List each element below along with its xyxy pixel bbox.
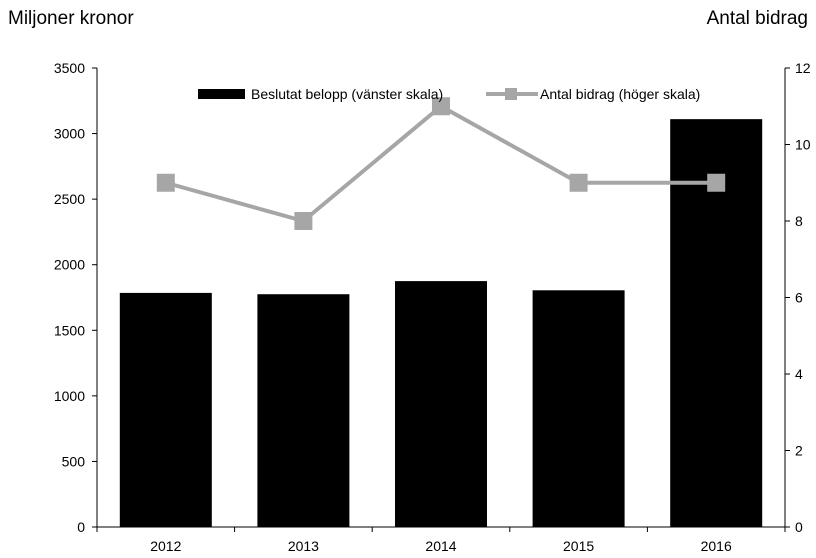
legend-line-marker	[505, 88, 517, 100]
left-tick-label: 3500	[54, 60, 85, 76]
legend-bar-label: Beslutat belopp (vänster skala)	[251, 86, 443, 102]
bar	[395, 281, 487, 527]
line-point	[294, 212, 313, 230]
x-tick-label: 2012	[150, 538, 181, 554]
line-point	[432, 97, 450, 116]
left-tick-label: 1000	[54, 388, 85, 404]
left-tick-label: 1500	[54, 322, 85, 338]
x-tick-label: 2015	[563, 538, 594, 554]
left-tick-label: 3000	[54, 126, 85, 142]
right-tick-label: 6	[795, 290, 803, 306]
line-series	[156, 97, 726, 230]
right-tick-label: 4	[795, 366, 803, 382]
right-tick-label: 2	[795, 443, 803, 459]
right-tick-label: 10	[795, 137, 811, 153]
series-line	[165, 104, 717, 223]
bar-series	[119, 119, 763, 527]
line-point	[707, 173, 726, 192]
left-tick-label: 2000	[54, 257, 85, 273]
line-point	[156, 173, 175, 192]
bar	[119, 292, 212, 527]
right-tick-label: 8	[795, 213, 803, 229]
legend-line-label: Antal bidrag (höger skala)	[540, 86, 700, 102]
left-tick-label: 2500	[54, 191, 85, 207]
tick-labels: 0 500 1000 1500 2000 2500 3000 3500 0 2 4 6 8 10 12 201…	[54, 60, 811, 554]
legend-bar-swatch	[198, 89, 245, 99]
left-tick-label: 0	[77, 519, 85, 535]
chart-legend: Beslutat belopp (vänster skala) Antal bid…	[198, 86, 700, 102]
x-tick-label: 2013	[288, 538, 319, 554]
bar	[532, 290, 625, 527]
right-tick-label: 12	[795, 60, 811, 76]
x-tick-label: 2014	[425, 538, 456, 554]
right-tick-label: 0	[795, 519, 803, 535]
x-tick-label: 2016	[701, 538, 732, 554]
right-axis-unit-label: Antal bidrag	[706, 8, 808, 29]
bar	[257, 294, 350, 527]
left-axis-unit-label: Miljoner kronor	[8, 8, 134, 29]
line-point	[569, 173, 588, 192]
left-tick-label: 500	[62, 453, 86, 469]
